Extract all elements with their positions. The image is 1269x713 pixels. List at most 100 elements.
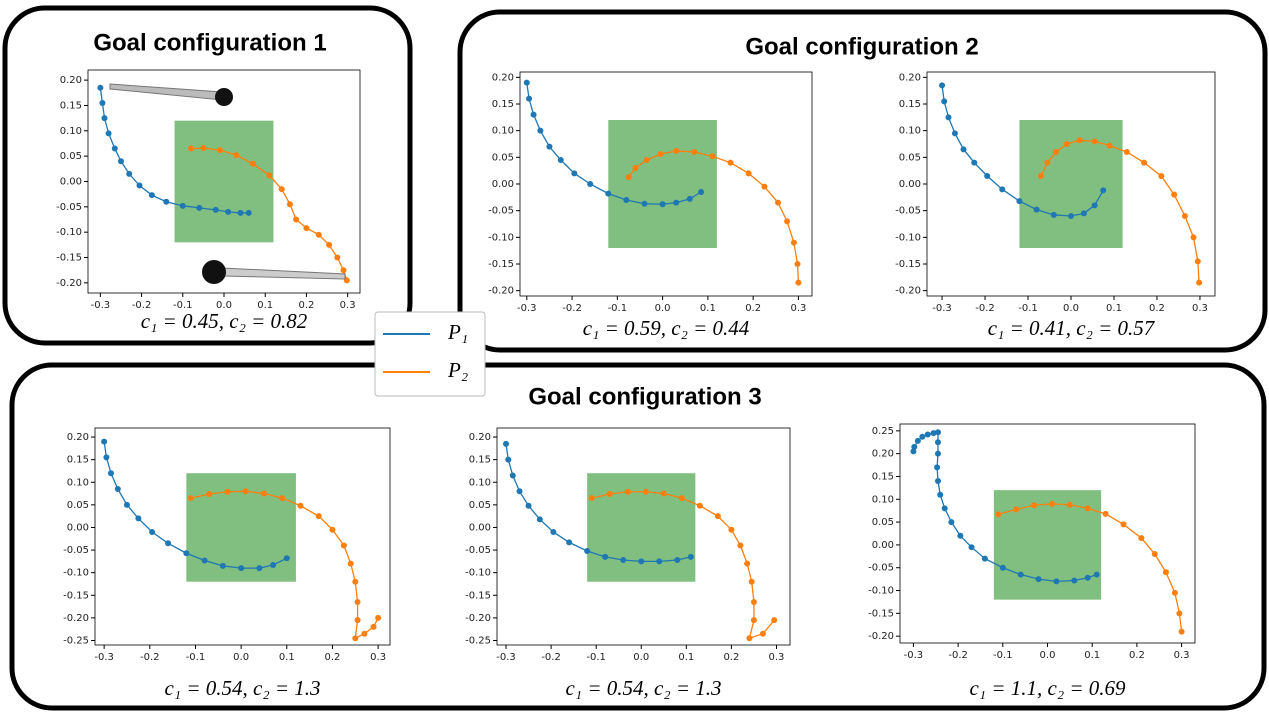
x-tick-label: 0.0 <box>1040 650 1056 661</box>
y-tick-label: -0.20 <box>895 286 921 297</box>
y-tick-label: 0.10 <box>872 494 894 505</box>
x-tick-label: -0.3 <box>94 652 114 663</box>
caption: c₁ = 0.54, c₂ = 1.3 <box>164 676 320 700</box>
x-tick-label: 0.1 <box>1106 303 1122 314</box>
x-tick-label: -0.3 <box>496 652 516 663</box>
point <box>771 617 777 623</box>
point <box>1141 160 1147 166</box>
point <box>587 181 593 187</box>
point <box>1138 535 1144 541</box>
y-tick-label: 0.05 <box>872 517 894 528</box>
x-tick-label: 0.1 <box>1084 650 1100 661</box>
point <box>200 145 206 151</box>
point <box>751 617 757 623</box>
point <box>728 160 734 166</box>
point <box>329 527 335 533</box>
legend-label: P₁ <box>447 320 468 344</box>
y-tick-label: -0.15 <box>465 590 491 601</box>
point <box>213 207 219 213</box>
caption: c₁ = 0.41, c₂ = 0.57 <box>988 316 1156 340</box>
point <box>375 615 381 621</box>
point <box>761 184 767 190</box>
x-tick-label: -0.1 <box>608 303 628 314</box>
point <box>1013 506 1019 512</box>
x-tick-label: -0.2 <box>541 652 561 663</box>
y-tick-label: 0.05 <box>899 152 921 163</box>
y-tick-label: 0.20 <box>67 432 89 443</box>
point <box>1152 551 1158 557</box>
point <box>673 200 679 206</box>
point <box>188 146 194 152</box>
y-tick-label: -0.20 <box>56 278 82 289</box>
legend-label: P₂ <box>447 358 468 382</box>
point <box>224 489 230 495</box>
point <box>1100 187 1106 193</box>
point <box>1034 207 1040 213</box>
x-tick-label: -0.3 <box>932 303 952 314</box>
point <box>602 554 608 560</box>
point <box>1085 505 1091 511</box>
point <box>355 599 361 605</box>
point <box>937 492 943 498</box>
y-tick-label: -0.20 <box>63 613 89 624</box>
y-tick-label: 0.20 <box>469 432 491 443</box>
point <box>952 130 958 136</box>
x-tick-label: -0.3 <box>904 650 924 661</box>
point <box>1081 210 1087 216</box>
y-tick-label: -0.05 <box>488 206 514 217</box>
point <box>243 488 249 494</box>
point <box>925 431 931 437</box>
point <box>1064 141 1070 147</box>
point <box>220 563 226 569</box>
point <box>1120 521 1126 527</box>
y-tick-label: -0.15 <box>895 259 921 270</box>
point <box>744 561 750 567</box>
point <box>982 556 988 562</box>
point <box>202 557 208 563</box>
goal-region <box>175 121 274 243</box>
point <box>673 148 679 154</box>
goal-region <box>1019 120 1122 248</box>
x-tick-label: 0.0 <box>633 652 649 663</box>
point <box>101 115 107 121</box>
point <box>935 451 941 457</box>
point <box>942 505 948 511</box>
caption: c₁ = 0.45, c₂ = 0.82 <box>141 309 308 333</box>
point <box>687 196 693 202</box>
y-tick-label: 0.05 <box>60 151 82 162</box>
point <box>149 192 155 198</box>
group-title: Goal configuration 2 <box>745 33 978 60</box>
point <box>638 558 644 564</box>
point <box>101 439 107 445</box>
point <box>691 149 697 155</box>
point <box>644 157 650 163</box>
point <box>1018 572 1024 578</box>
point <box>625 489 631 495</box>
point <box>546 144 552 150</box>
point <box>749 579 755 585</box>
point <box>341 543 347 549</box>
point <box>709 153 715 159</box>
point <box>297 503 303 509</box>
point <box>623 197 629 203</box>
point <box>641 201 647 207</box>
point <box>915 438 921 444</box>
point <box>287 201 293 207</box>
x-tick-label: 0.0 <box>655 303 671 314</box>
point <box>115 486 121 492</box>
legend-box <box>375 312 485 396</box>
point <box>97 85 103 91</box>
point <box>352 635 358 641</box>
point <box>206 491 212 497</box>
point <box>661 491 667 497</box>
point <box>1094 572 1100 578</box>
point <box>163 199 169 205</box>
point <box>531 112 537 118</box>
point <box>626 174 632 180</box>
point <box>270 562 276 568</box>
point <box>106 130 112 136</box>
point <box>124 502 130 508</box>
point <box>348 561 354 567</box>
point <box>715 513 721 519</box>
point <box>775 200 781 206</box>
